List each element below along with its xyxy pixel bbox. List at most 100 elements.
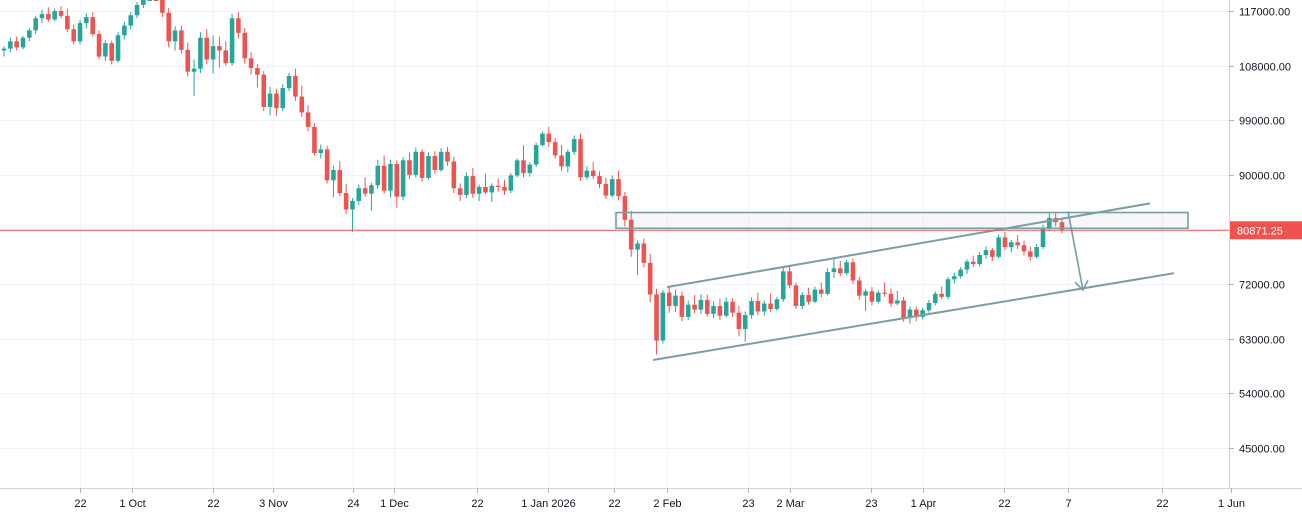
time-axis-label: 22	[207, 498, 219, 510]
candle-body	[483, 187, 488, 193]
candle-body	[77, 23, 83, 42]
candle-body	[654, 294, 659, 341]
price-axis[interactable]: 117000.00 108000.00 99000.00 90000.00 72000.…	[1229, 7, 1291, 456]
candle-body	[451, 161, 457, 189]
candle-body	[65, 15, 70, 30]
time-axis-label: 22	[998, 498, 1010, 510]
time-axis-label: 1 Oct	[119, 498, 145, 510]
candle-body	[926, 302, 932, 311]
time-axis[interactable]: 22 1 Oct 22 3 Nov 24 1 Dec 22 1 Jan 2026 22 2 Feb…	[74, 488, 1245, 510]
candle-body	[267, 93, 273, 107]
candle-body	[761, 303, 767, 312]
candle-body	[1028, 251, 1033, 257]
candle-body	[432, 156, 438, 171]
candle-body	[46, 14, 51, 20]
candle-body	[818, 289, 824, 294]
candle-body	[508, 175, 514, 191]
candle-body	[521, 160, 526, 174]
projection-arrow-shaft[interactable]	[1067, 211, 1084, 291]
candle-body	[546, 133, 552, 143]
candle-body	[882, 292, 887, 294]
candle-body	[381, 165, 387, 191]
candle-body	[134, 4, 140, 16]
candle-body	[489, 185, 495, 193]
candle-body	[286, 75, 292, 89]
candle-body	[514, 160, 520, 176]
candle-body	[711, 305, 716, 314]
candle-body	[172, 30, 178, 42]
candle-body	[476, 187, 482, 194]
time-axis-label: 23	[865, 498, 877, 510]
candle-body	[869, 291, 875, 302]
grid	[0, 0, 1229, 488]
candle-body	[438, 151, 444, 171]
candle-body	[280, 88, 286, 109]
candle-body	[204, 37, 210, 60]
candle-body	[394, 163, 400, 197]
projection-arrow-head	[1074, 279, 1089, 292]
candle-body	[780, 271, 786, 300]
candle-body	[1015, 242, 1020, 246]
time-axis-label: 1 Jun	[1218, 498, 1245, 510]
candle-body	[723, 301, 729, 316]
candle-body	[565, 151, 571, 167]
price-axis-label: 54000.00	[1239, 389, 1285, 401]
candle-body	[983, 250, 989, 255]
candle-body	[255, 68, 260, 75]
candle-body	[736, 312, 742, 330]
candle-body	[71, 29, 76, 42]
candle-body	[274, 93, 279, 109]
resistance-zone-box[interactable]	[615, 211, 1189, 230]
candle-body	[115, 35, 121, 61]
candle-body	[388, 163, 393, 191]
candle-body	[844, 262, 849, 274]
candle-body	[33, 18, 38, 31]
last-price-tag-background	[1230, 221, 1302, 240]
candle-body	[96, 34, 102, 57]
candle-body	[179, 30, 184, 50]
candle-body	[1, 48, 7, 51]
candle-body	[369, 185, 374, 194]
candle-body	[597, 176, 602, 184]
candle-body	[109, 43, 114, 61]
candle-body	[628, 219, 634, 250]
candle-body	[806, 295, 811, 302]
candle-body	[1040, 227, 1046, 248]
candle-body	[337, 170, 343, 194]
candle-body	[141, 0, 146, 5]
time-axis-label: 1 Jan 2026	[521, 498, 575, 510]
candle-body	[39, 14, 45, 19]
time-axis-label: 22	[471, 498, 483, 510]
candle-body	[84, 17, 89, 24]
candle-body	[27, 30, 32, 38]
candle-body	[198, 37, 203, 69]
candle-body	[147, 0, 152, 1]
annotations	[615, 202, 1189, 361]
candle-body	[58, 11, 64, 16]
candle-body	[793, 285, 799, 306]
candle-body	[571, 139, 577, 152]
candle-body	[584, 170, 590, 178]
candle-body	[331, 170, 336, 181]
candle-body	[248, 58, 254, 69]
price-axis-label: 72000.00	[1239, 280, 1285, 292]
candle-body	[888, 293, 894, 304]
candle-body	[324, 149, 330, 181]
candle-body	[229, 18, 235, 64]
candle-body	[356, 188, 362, 201]
candle-body	[901, 300, 906, 319]
candle-body	[831, 268, 837, 272]
candle-body	[977, 254, 982, 265]
candle-body	[217, 46, 222, 51]
candle-body	[666, 292, 672, 306]
channel-lower-trendline[interactable]	[652, 272, 1175, 361]
candle-body	[242, 32, 248, 59]
candle-body	[223, 50, 229, 64]
candle-body	[191, 68, 197, 72]
candle-body	[299, 96, 305, 113]
candle-body	[787, 271, 792, 286]
candle-body	[1009, 242, 1014, 248]
price-axis-label: 108000.00	[1239, 62, 1291, 74]
